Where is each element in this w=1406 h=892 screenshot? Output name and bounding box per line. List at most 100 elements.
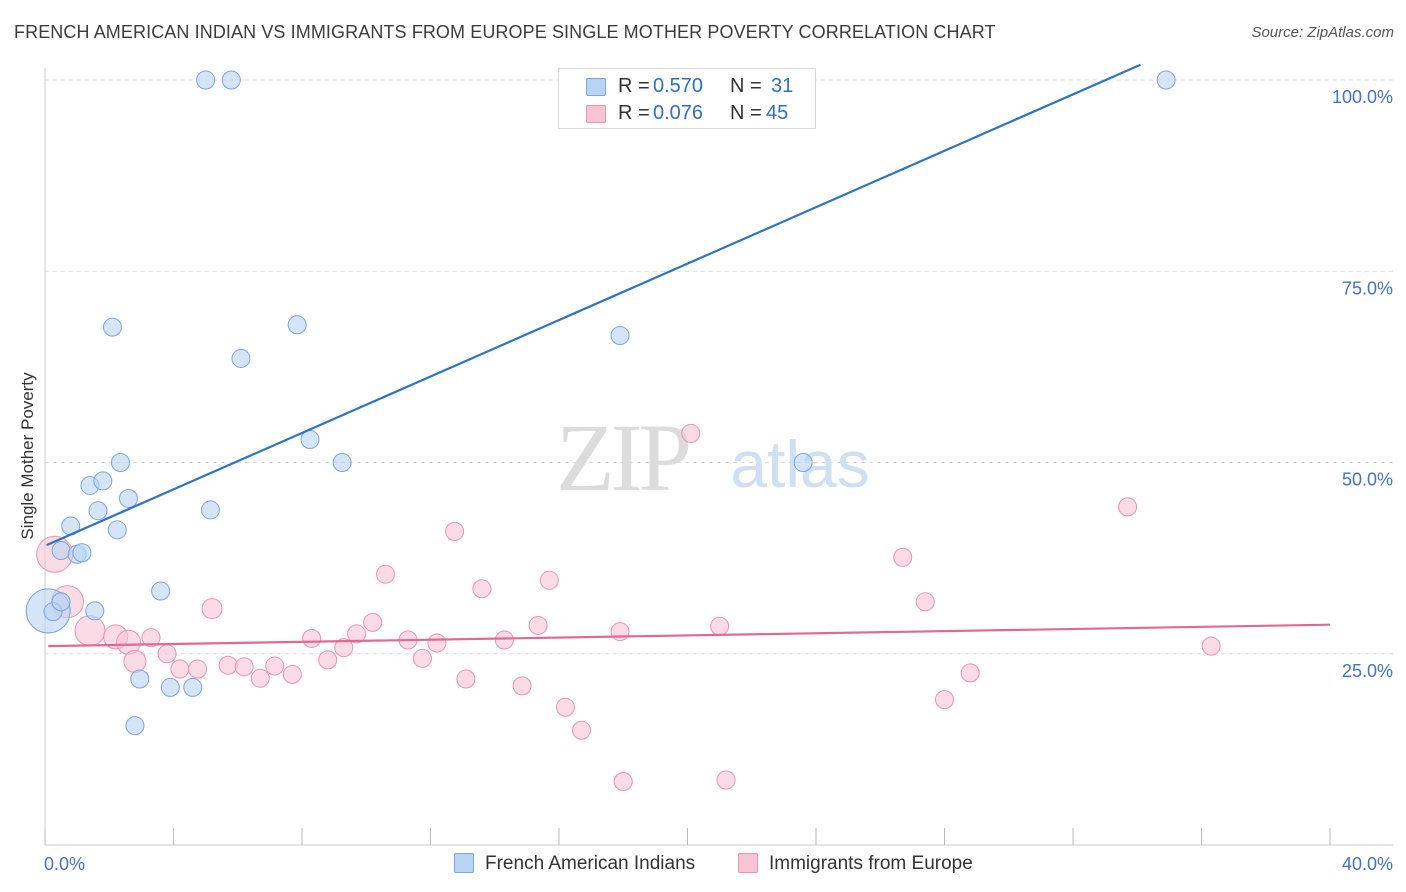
point-immigrants-from-europe: [1201, 636, 1221, 656]
point-french-american-indians: [93, 471, 113, 491]
blue-swatch: [454, 853, 474, 873]
legend-label: French American Indians: [485, 853, 696, 874]
point-immigrants-from-europe: [571, 720, 591, 740]
y-tick-label: 100.0%: [1332, 87, 1393, 107]
stats-legend: R = 0.570 N = 31 R = 0.076 N = 45: [558, 68, 816, 129]
stats-row-immigrants-from-europe: R = 0.076 N = 45: [559, 100, 815, 127]
point-immigrants-from-europe: [555, 697, 575, 717]
point-french-american-indians: [1156, 70, 1176, 90]
n-label: N =: [730, 102, 762, 124]
point-immigrants-from-europe: [472, 579, 492, 599]
watermark: ZIP atlas: [556, 404, 870, 511]
point-immigrants-from-europe: [935, 690, 954, 710]
point-immigrants-from-europe: [347, 624, 367, 644]
y-axis-title: Single Mother Poverty: [18, 372, 37, 540]
point-immigrants-from-europe: [893, 547, 913, 567]
r-value: 0.076: [653, 102, 704, 124]
point-immigrants-from-europe: [170, 659, 190, 679]
x-tick-label-min: 0.0%: [44, 854, 85, 874]
y-tick-label: 25.0%: [1342, 661, 1393, 681]
point-immigrants-from-europe: [445, 521, 465, 541]
point-immigrants-from-europe: [363, 612, 383, 632]
y-tick-label: 50.0%: [1342, 470, 1393, 490]
point-french-american-indians: [183, 677, 203, 697]
chart-title: FRENCH AMERICAN INDIAN VS IMMIGRANTS FRO…: [14, 22, 996, 42]
point-french-american-indians: [72, 543, 92, 563]
y-tick-label: 75.0%: [1342, 278, 1393, 298]
point-french-american-indians: [196, 70, 216, 90]
point-immigrants-from-europe: [610, 622, 630, 642]
x-tick-label-max: 40.0%: [1342, 854, 1393, 874]
point-immigrants-from-europe: [494, 630, 514, 650]
r-label: R =: [618, 102, 650, 124]
point-immigrants-from-europe: [188, 659, 208, 679]
point-french-american-indians: [130, 669, 150, 689]
point-immigrants-from-europe: [528, 615, 548, 635]
watermark-zip: ZIP: [556, 404, 689, 511]
legend-label: Immigrants from Europe: [769, 853, 973, 874]
point-french-american-indians: [160, 677, 180, 697]
point-immigrants-from-europe: [141, 628, 161, 648]
point-immigrants-from-europe: [218, 655, 238, 675]
point-immigrants-from-europe: [710, 616, 730, 636]
trend-layer: [46, 63, 1331, 648]
point-immigrants-from-europe: [1118, 497, 1138, 517]
point-immigrants-from-europe: [318, 650, 338, 670]
r-label: R =: [618, 75, 650, 97]
point-french-american-indians: [85, 601, 105, 621]
point-immigrants-from-europe: [512, 676, 532, 696]
point-immigrants-from-europe: [681, 423, 701, 443]
point-french-american-indians: [793, 453, 813, 472]
point-french-american-indians: [200, 500, 220, 520]
point-french-american-indians: [221, 70, 241, 90]
source-label: Source: ZipAtlas.com: [1251, 24, 1394, 41]
point-french-american-indians: [119, 488, 139, 508]
point-french-american-indians: [151, 581, 171, 601]
pink-swatch: [738, 853, 758, 873]
point-immigrants-from-europe: [915, 592, 935, 612]
point-french-american-indians: [88, 501, 108, 521]
pink-swatch: [586, 105, 606, 123]
point-french-american-indians: [102, 317, 122, 337]
trendline-french-american-indians: [46, 63, 1141, 547]
blue-swatch: [586, 78, 606, 96]
point-immigrants-from-europe: [539, 570, 559, 590]
point-immigrants-from-europe: [250, 668, 270, 688]
point-immigrants-from-europe: [716, 770, 736, 790]
stats-row-french-american-indians: R = 0.570 N = 31: [559, 73, 815, 100]
point-immigrants-from-europe: [302, 628, 322, 648]
point-immigrants-from-europe: [282, 664, 302, 684]
point-french-american-indians: [107, 520, 127, 540]
point-immigrants-from-europe: [412, 648, 432, 668]
point-immigrants-from-europe: [613, 772, 633, 792]
point-french-american-indians: [110, 453, 130, 472]
point-immigrants-from-europe: [456, 669, 476, 689]
point-immigrants-from-europe: [234, 657, 254, 677]
n-label: N =: [730, 75, 762, 97]
point-immigrants-from-europe: [201, 598, 223, 620]
r-value: 0.570: [653, 75, 704, 97]
grid-layer: [45, 79, 1393, 655]
n-value: 45: [766, 102, 789, 124]
axis-layer: [44, 68, 1393, 846]
points-layer: [25, 70, 1221, 792]
point-french-american-indians: [51, 540, 71, 560]
point-immigrants-from-europe: [265, 656, 285, 676]
trendline-immigrants-from-europe: [48, 623, 1331, 648]
point-french-american-indians: [332, 453, 352, 472]
point-french-american-indians: [287, 315, 307, 335]
point-french-american-indians: [231, 348, 251, 368]
point-immigrants-from-europe: [74, 615, 106, 647]
n-value: 31: [771, 75, 794, 97]
point-immigrants-from-europe: [960, 663, 980, 683]
point-immigrants-from-europe: [123, 649, 147, 673]
point-french-american-indians: [125, 716, 145, 736]
point-french-american-indians: [51, 592, 71, 612]
point-immigrants-from-europe: [334, 638, 354, 658]
point-immigrants-from-europe: [157, 644, 177, 664]
point-immigrants-from-europe: [427, 633, 447, 653]
point-french-american-indians: [610, 326, 630, 346]
point-immigrants-from-europe: [376, 564, 396, 584]
label-layer: 25.0% 50.0% 75.0% 100.0% 0.0% 40.0%: [44, 87, 1393, 874]
